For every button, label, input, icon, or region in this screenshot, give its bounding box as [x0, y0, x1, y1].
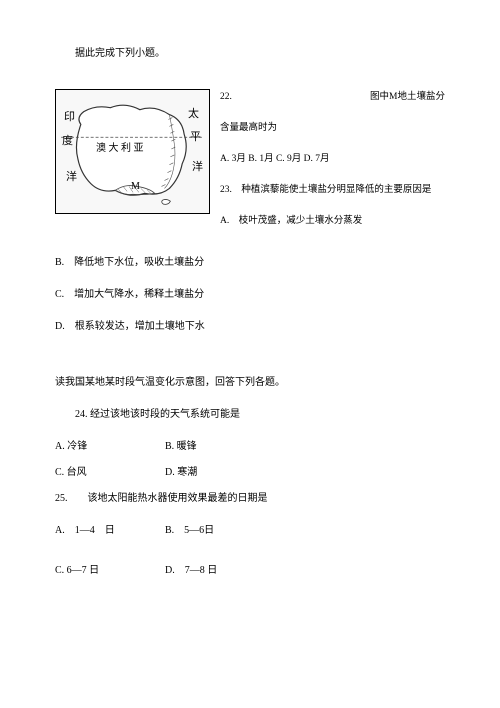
section2-intro: 读我国某地某时段气温变化示意图，回答下列各题。 [55, 374, 445, 392]
intro-text: 据此完成下列小题。 [55, 45, 445, 63]
label-pac3: 洋 [192, 158, 203, 178]
q25-row2: C. 6—7 日 D. 7—8 日 [55, 562, 445, 580]
q23-remaining: B. 降低地下水位，吸收土壤盐分 C. 增加大气降水，稀释土壤盐分 D. 根系较… [55, 254, 445, 336]
q22-text-a: 图中M地土壤盐分 [370, 89, 445, 106]
q23-text: 23. 种植滨藜能使土壤盐分明显降低的主要原因是 [220, 182, 445, 199]
q24-opt-d: D. 寒潮 [165, 464, 275, 482]
australia-map: 印 度 洋 太 平 洋 澳 大 利 亚 M [55, 89, 210, 214]
q25-opt-a: A. 1—4 日 [55, 522, 165, 540]
q24-row1: A. 冷锋 B. 暖锋 [55, 438, 445, 456]
label-indian: 印 [64, 108, 75, 128]
q22-number: 22. [220, 89, 232, 106]
map-and-q22: 印 度 洋 太 平 洋 澳 大 利 亚 M 22. 图中M地土壤盐分 含量最高时… [55, 89, 445, 244]
label-pac2: 平 [190, 128, 201, 148]
q24-opt-c: C. 台风 [55, 464, 165, 482]
q24-text: 24. 经过该地该时段的天气系统可能是 [55, 406, 445, 424]
tasmania [162, 199, 171, 204]
q23-opt-c: C. 增加大气降水，稀释土壤盐分 [55, 286, 445, 304]
label-m: M [131, 178, 140, 196]
q25-row1: A. 1—4 日 B. 5—6日 [55, 522, 445, 540]
label-ocean1: 度 [62, 132, 73, 152]
q25-opt-c: C. 6—7 日 [55, 562, 165, 580]
q24-opt-b: B. 暖锋 [165, 438, 275, 456]
label-ocean2: 洋 [66, 168, 77, 188]
q25-text: 25. 该地太阳能热水器使用效果最差的日期是 [55, 490, 445, 508]
q24-opt-a: A. 冷锋 [55, 438, 165, 456]
q25-opt-b: B. 5—6日 [165, 522, 275, 540]
label-country: 澳 大 利 亚 [96, 140, 144, 158]
q25-opt-d: D. 7—8 日 [165, 562, 275, 580]
q23-opt-d: D. 根系较发达，增加土壤地下水 [55, 318, 445, 336]
q22-options: A. 3月 B. 1月 C. 9月 D. 7月 [220, 151, 445, 168]
q24-row2: C. 台风 D. 寒潮 [55, 464, 445, 482]
q22-text-b: 含量最高时为 [220, 120, 445, 137]
map-right-text: 22. 图中M地土壤盐分 含量最高时为 A. 3月 B. 1月 C. 9月 D.… [220, 89, 445, 244]
q23-opt-b: B. 降低地下水位，吸收土壤盐分 [55, 254, 445, 272]
label-pac1: 太 [188, 105, 199, 125]
q23-opt-a: A. 枝叶茂盛，减少土壤水分蒸发 [220, 213, 445, 230]
